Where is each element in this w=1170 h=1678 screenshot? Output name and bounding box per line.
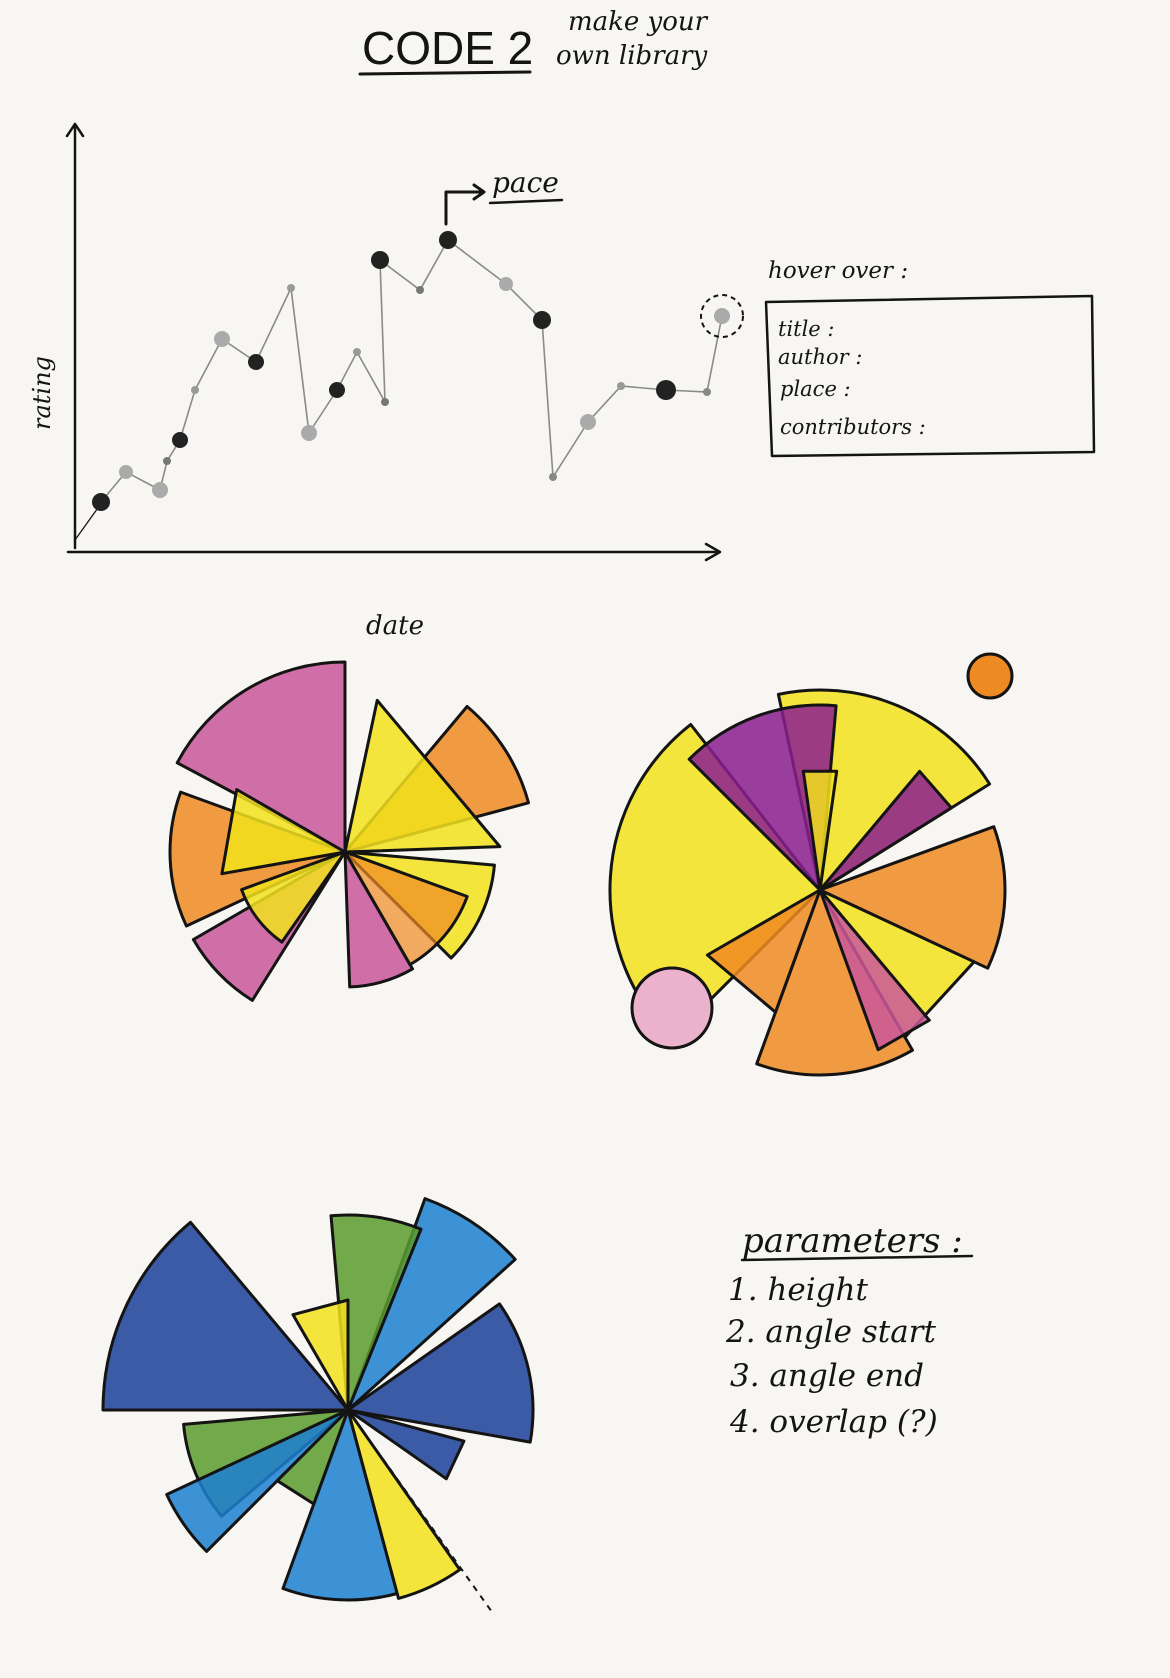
subtitle-line-2: own library	[556, 41, 708, 71]
rating-point	[703, 388, 711, 396]
rating-points	[92, 231, 730, 511]
hover-heading: hover over :	[768, 258, 908, 284]
rating-point	[119, 465, 133, 479]
rating-point	[656, 380, 676, 400]
parameters-list: parameters : 1. height 2. angle start 3.…	[725, 1221, 972, 1440]
rating-point	[92, 493, 110, 511]
subtitle-line-1: make your	[568, 7, 709, 37]
y-axis-label: rating	[28, 356, 56, 430]
pace-underline	[490, 200, 562, 203]
rating-point	[381, 398, 389, 406]
radial-glyph-cool	[103, 1199, 533, 1612]
parameter-angle-start: 2. angle start	[725, 1314, 937, 1350]
tooltip-field-place: place :	[780, 377, 851, 401]
rating-point	[533, 311, 551, 329]
rating-point	[329, 382, 345, 398]
glyph-dot	[968, 654, 1012, 698]
rating-point	[416, 286, 424, 294]
rating-point	[214, 331, 230, 347]
x-axis-label: date	[366, 611, 424, 641]
rating-point	[248, 354, 264, 370]
rating-point	[287, 284, 295, 292]
parameters-heading: parameters :	[742, 1221, 963, 1261]
rating-point	[580, 414, 596, 430]
radial-glyph-warm-1	[170, 662, 528, 1000]
rating-point	[163, 457, 171, 465]
rating-point	[353, 348, 361, 356]
rating-line	[101, 240, 722, 502]
rating-point	[301, 425, 317, 441]
rating-point	[172, 432, 188, 448]
radial-glyph-warm-2	[610, 654, 1012, 1075]
parameter-height: 1. height	[728, 1272, 868, 1308]
tooltip-field-title: title :	[778, 317, 835, 341]
pace-label: pace	[492, 166, 559, 199]
title-underline	[360, 72, 530, 74]
rating-point	[191, 386, 199, 394]
tooltip-field-contributors: contributors :	[780, 415, 926, 439]
rating-point	[617, 382, 625, 390]
rating-point	[714, 308, 730, 324]
origin-tick	[75, 505, 100, 540]
hover-tooltip-sketch: hover over : title : author : place : co…	[766, 258, 1094, 456]
rating-point	[499, 277, 513, 291]
rating-point	[371, 251, 389, 269]
rating-point	[439, 231, 457, 249]
parameter-angle-end: 3. angle end	[730, 1358, 924, 1394]
glyph-dot	[632, 968, 712, 1048]
tooltip-field-author: author :	[778, 345, 862, 369]
timeline-sketch: rating date pace	[28, 124, 743, 641]
page-title: CODE 2	[362, 22, 533, 74]
rating-point	[152, 482, 168, 498]
parameter-overlap: 4. overlap (?)	[729, 1404, 938, 1440]
rating-point	[549, 473, 557, 481]
